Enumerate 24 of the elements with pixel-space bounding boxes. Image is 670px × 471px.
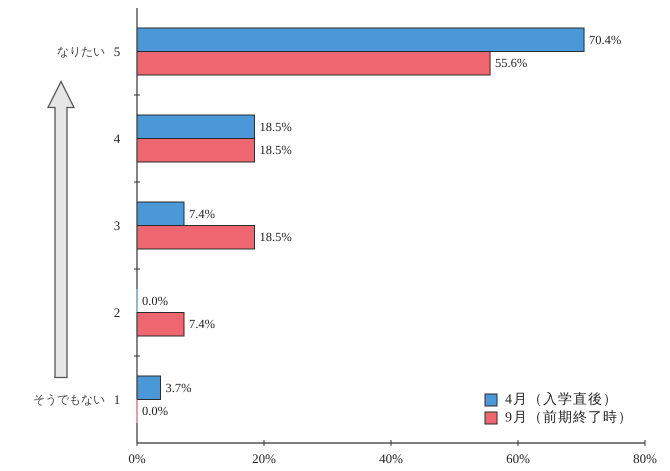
x-tick-label: 60% bbox=[506, 451, 530, 466]
x-tick-label: 0% bbox=[128, 451, 146, 466]
y-tick-label: 2 bbox=[114, 305, 120, 320]
text: そうでもない bbox=[33, 392, 105, 406]
data-label: 18.5% bbox=[259, 120, 292, 134]
legend-label: 9月（前期終了時） bbox=[505, 410, 633, 426]
y-tick-label: 3 bbox=[114, 218, 120, 233]
y-tick-label: 1 bbox=[114, 392, 120, 407]
data-label: 18.5% bbox=[259, 230, 292, 244]
data-label: 7.4% bbox=[188, 317, 216, 332]
x-tick-label: 40% bbox=[379, 451, 404, 466]
x-tick-label: 80% bbox=[633, 451, 658, 466]
data-label: 0.0% bbox=[142, 294, 168, 308]
y-tick-label: 5 bbox=[114, 44, 120, 59]
data-label: 55.6% bbox=[495, 56, 528, 70]
x-tick-label: 20% bbox=[252, 451, 276, 466]
y-tick-label: 4 bbox=[114, 131, 121, 146]
text: なりたい bbox=[57, 44, 105, 58]
data-label: 7.4% bbox=[188, 206, 216, 221]
data-label: 70.4% bbox=[589, 32, 622, 47]
data-label: 18.5% bbox=[259, 143, 292, 158]
data-label: 0.0% bbox=[142, 404, 168, 418]
data-label: 3.7% bbox=[165, 380, 192, 395]
legend-label: 4月（入学直後） bbox=[505, 392, 618, 408]
